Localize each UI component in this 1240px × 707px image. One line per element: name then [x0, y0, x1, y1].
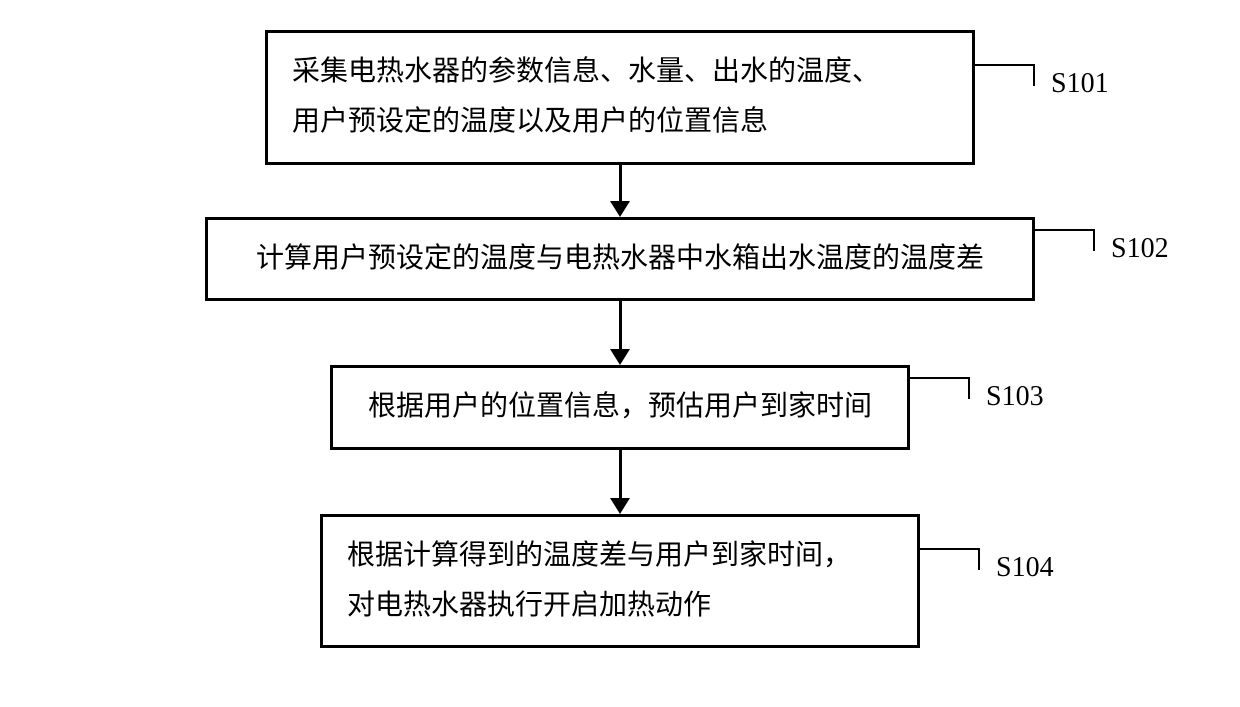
step-s103-box: 根据用户的位置信息，预估用户到家时间 — [330, 365, 910, 449]
step-s104-box: 根据计算得到的温度差与用户到家时间， 对电热水器执行开启加热动作 — [320, 514, 920, 649]
step-s102-label: S102 — [1111, 233, 1169, 265]
step-s103-line1: 根据用户的位置信息，预估用户到家时间 — [353, 382, 887, 432]
step-s101-box: 采集电热水器的参数信息、水量、出水的温度、 用户预设定的温度以及用户的位置信息 — [265, 30, 975, 165]
step-s102-box: 计算用户预设定的温度与电热水器中水箱出水温度的温度差 — [205, 217, 1035, 301]
step-s101-connector — [975, 64, 1035, 86]
step-s101-label: S101 — [1051, 68, 1109, 100]
step-s101-line2: 用户预设定的温度以及用户的位置信息 — [292, 97, 948, 147]
step-s101-container: 采集电热水器的参数信息、水量、出水的温度、 用户预设定的温度以及用户的位置信息 … — [265, 30, 975, 165]
flowchart-container: 采集电热水器的参数信息、水量、出水的温度、 用户预设定的温度以及用户的位置信息 … — [205, 30, 1035, 648]
arrow-1 — [610, 165, 630, 217]
step-s101-line1: 采集电热水器的参数信息、水量、出水的温度、 — [292, 47, 948, 97]
step-s104-label: S104 — [996, 552, 1054, 584]
step-s103-label: S103 — [986, 381, 1044, 413]
arrow-3 — [610, 450, 630, 514]
step-s103-container: 根据用户的位置信息，预估用户到家时间 S103 — [330, 365, 910, 449]
step-s102-line1: 计算用户预设定的温度与电热水器中水箱出水温度的温度差 — [228, 234, 1012, 284]
step-s103-connector — [910, 377, 970, 399]
step-s104-line1: 根据计算得到的温度差与用户到家时间， — [347, 531, 893, 581]
step-s104-connector — [920, 548, 980, 570]
step-s104-container: 根据计算得到的温度差与用户到家时间， 对电热水器执行开启加热动作 S104 — [320, 514, 920, 649]
step-s104-line2: 对电热水器执行开启加热动作 — [347, 581, 893, 631]
arrow-2 — [610, 301, 630, 365]
step-s102-connector — [1035, 229, 1095, 251]
step-s102-container: 计算用户预设定的温度与电热水器中水箱出水温度的温度差 S102 — [205, 217, 1035, 301]
